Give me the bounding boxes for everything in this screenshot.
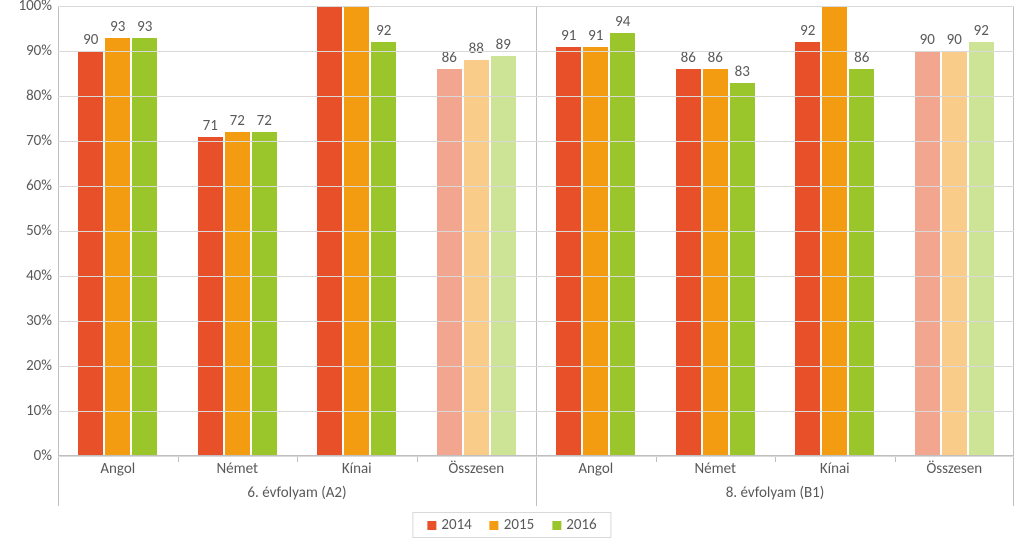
bar-value-label: 72 [257, 112, 272, 130]
bar-value-label: 92 [800, 22, 815, 40]
legend: 2014 2015 2016 [412, 512, 611, 538]
bar: 92 [371, 42, 396, 456]
bar-value-label: 93 [137, 18, 152, 36]
legend-item: 2014 [427, 516, 471, 534]
bar-value-label: 100 [345, 0, 368, 4]
x-axis-group-labels: 6. évfolyam (A2) 8. évfolyam (B1) [58, 484, 1014, 506]
legend-swatch [552, 521, 561, 530]
plot-area: 9093937172721001009286888991919486868392… [58, 6, 1014, 456]
y-tick-label: 30% [0, 312, 52, 330]
bar: 86 [703, 69, 728, 456]
bar: 92 [969, 42, 994, 456]
x-cluster-label: Összesen [448, 460, 504, 478]
x-cluster-label: Német [694, 460, 736, 478]
bar: 90 [78, 51, 103, 456]
gridline [58, 186, 1014, 187]
x-axis-cluster-labels: Angol Német Kínai Összesen Angol Német Kínai Ös… [58, 460, 1014, 482]
bar-value-label: 100 [823, 0, 846, 4]
x-cluster-label: Kínai [342, 460, 372, 478]
y-tick-label: 10% [0, 402, 52, 420]
group-divider [1013, 6, 1014, 506]
gridline [58, 321, 1014, 322]
y-tick-label: 0% [0, 447, 52, 465]
bar: 86 [676, 69, 701, 456]
x-cluster-label: Angol [578, 460, 613, 478]
gridline [58, 366, 1014, 367]
x-cluster-label: Összesen [926, 460, 982, 478]
legend-label: 2016 [566, 516, 596, 534]
gridline [58, 6, 1014, 7]
bar-value-label: 90 [947, 31, 962, 49]
bar-value-label: 92 [974, 22, 989, 40]
bar-value-label: 72 [230, 112, 245, 130]
y-tick-label: 90% [0, 42, 52, 60]
bar-value-label: 90 [920, 31, 935, 49]
legend-swatch [490, 521, 499, 530]
bar: 93 [132, 38, 157, 457]
bar: 83 [730, 83, 755, 457]
legend-item: 2015 [490, 516, 534, 534]
x-group-label: 6. évfolyam (A2) [247, 484, 346, 502]
bar-value-label: 71 [203, 117, 218, 135]
gridline [58, 456, 1014, 457]
bar: 88 [464, 60, 489, 456]
bar: 91 [556, 47, 581, 457]
gridline [58, 231, 1014, 232]
bar-value-label: 93 [110, 18, 125, 36]
bar: 92 [795, 42, 820, 456]
bar-value-label: 83 [735, 63, 750, 81]
legend-label: 2014 [441, 516, 471, 534]
bar: 86 [437, 69, 462, 456]
y-axis: 0%10%20%30%40%50%60%70%80%90%100% [0, 6, 56, 456]
legend-item: 2016 [552, 516, 596, 534]
x-group-label: 8. évfolyam (B1) [726, 484, 825, 502]
bar: 72 [252, 132, 277, 456]
x-cluster-label: Angol [100, 460, 135, 478]
bar: 86 [849, 69, 874, 456]
x-cluster-label: Német [216, 460, 258, 478]
y-tick-label: 100% [0, 0, 52, 15]
x-cluster-label: Kínai [820, 460, 850, 478]
gridline [58, 96, 1014, 97]
bar: 93 [105, 38, 130, 457]
bar-value-label: 91 [588, 27, 603, 45]
bar-value-label: 90 [83, 31, 98, 49]
bar: 90 [942, 51, 967, 456]
chart-container: 0%10%20%30%40%50%60%70%80%90%100% 909393… [0, 0, 1024, 542]
gridline [58, 141, 1014, 142]
bar: 71 [198, 137, 223, 457]
group-divider [536, 6, 537, 506]
bar-value-label: 92 [376, 22, 391, 40]
gridline [58, 51, 1014, 52]
bar: 89 [491, 56, 516, 457]
y-tick-label: 40% [0, 267, 52, 285]
y-tick-label: 60% [0, 177, 52, 195]
legend-swatch [427, 521, 436, 530]
y-tick-label: 70% [0, 132, 52, 150]
y-tick-label: 20% [0, 357, 52, 375]
y-tick-label: 50% [0, 222, 52, 240]
gridline [58, 276, 1014, 277]
legend-label: 2015 [504, 516, 534, 534]
bar: 91 [583, 47, 608, 457]
bar: 72 [225, 132, 250, 456]
group-divider [58, 6, 59, 506]
bar-value-label: 100 [318, 0, 341, 4]
y-tick-label: 80% [0, 87, 52, 105]
bar-value-label: 91 [561, 27, 576, 45]
bar-value-label: 94 [615, 13, 630, 31]
bar: 90 [915, 51, 940, 456]
bar-value-label: 88 [469, 40, 484, 58]
gridline [58, 411, 1014, 412]
